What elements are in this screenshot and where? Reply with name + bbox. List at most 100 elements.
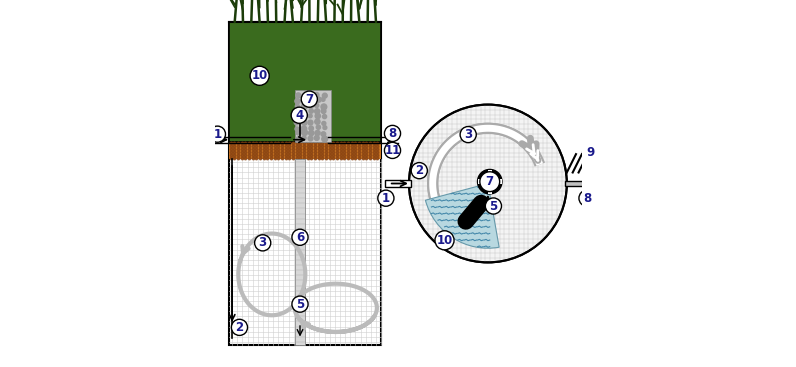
- Text: 8: 8: [583, 192, 591, 205]
- Text: 2: 2: [416, 164, 423, 177]
- Text: 1: 1: [382, 192, 390, 205]
- Circle shape: [209, 126, 225, 142]
- Circle shape: [302, 136, 306, 140]
- Text: 2: 2: [236, 321, 244, 334]
- Circle shape: [316, 125, 321, 129]
- Circle shape: [309, 126, 314, 131]
- Text: 1: 1: [213, 128, 221, 141]
- Bar: [482, 175, 487, 179]
- Circle shape: [309, 130, 314, 136]
- Circle shape: [322, 98, 325, 101]
- Text: 10: 10: [252, 69, 267, 82]
- Circle shape: [478, 170, 502, 194]
- Circle shape: [321, 104, 327, 110]
- Circle shape: [292, 296, 308, 312]
- Circle shape: [295, 120, 298, 125]
- Text: 8: 8: [388, 127, 396, 140]
- Bar: [295, 90, 331, 142]
- Bar: [229, 22, 381, 142]
- Circle shape: [486, 198, 501, 214]
- Text: 5: 5: [296, 298, 304, 310]
- Bar: [295, 159, 306, 345]
- Circle shape: [583, 144, 599, 160]
- Circle shape: [295, 137, 301, 142]
- Circle shape: [294, 109, 299, 114]
- Circle shape: [378, 190, 394, 206]
- Circle shape: [302, 109, 306, 114]
- Bar: [487, 179, 492, 184]
- Wedge shape: [425, 184, 499, 248]
- Circle shape: [308, 99, 312, 103]
- Circle shape: [322, 93, 327, 98]
- Circle shape: [295, 127, 299, 131]
- Bar: [493, 184, 497, 189]
- Circle shape: [302, 103, 307, 109]
- Circle shape: [409, 105, 567, 262]
- Circle shape: [314, 109, 320, 114]
- Circle shape: [323, 126, 327, 130]
- Circle shape: [314, 135, 319, 141]
- Text: 9: 9: [587, 146, 595, 159]
- Circle shape: [308, 103, 314, 108]
- Text: 6: 6: [296, 231, 304, 244]
- Bar: [498, 179, 501, 184]
- Circle shape: [384, 126, 400, 142]
- Circle shape: [301, 126, 306, 132]
- Circle shape: [296, 130, 301, 135]
- Circle shape: [302, 130, 307, 135]
- Circle shape: [302, 94, 306, 98]
- Text: 5: 5: [490, 200, 498, 212]
- Circle shape: [308, 94, 312, 98]
- Circle shape: [255, 235, 271, 251]
- Circle shape: [295, 99, 300, 104]
- Text: 3: 3: [464, 128, 472, 141]
- Text: 10: 10: [436, 234, 453, 247]
- Circle shape: [292, 229, 308, 246]
- Circle shape: [314, 103, 319, 108]
- Text: 7: 7: [486, 175, 494, 188]
- Circle shape: [301, 91, 318, 107]
- Circle shape: [302, 115, 306, 119]
- Circle shape: [316, 97, 321, 102]
- Circle shape: [435, 231, 454, 250]
- Circle shape: [579, 190, 595, 206]
- Bar: [478, 179, 482, 184]
- Circle shape: [295, 114, 299, 119]
- Circle shape: [322, 121, 326, 126]
- Circle shape: [412, 163, 427, 179]
- Circle shape: [302, 99, 306, 103]
- Circle shape: [250, 66, 269, 86]
- Circle shape: [314, 119, 320, 124]
- Circle shape: [295, 104, 299, 109]
- Circle shape: [302, 120, 307, 125]
- Text: 3: 3: [259, 236, 267, 249]
- Circle shape: [308, 136, 313, 141]
- Circle shape: [480, 172, 500, 192]
- Circle shape: [321, 109, 326, 113]
- Text: 4: 4: [295, 109, 303, 122]
- Circle shape: [308, 120, 313, 125]
- Circle shape: [321, 132, 326, 137]
- Circle shape: [315, 130, 320, 135]
- Circle shape: [322, 136, 327, 142]
- Bar: [385, 180, 411, 187]
- Bar: [487, 189, 492, 194]
- Text: 11: 11: [384, 144, 400, 157]
- Bar: [487, 170, 492, 174]
- Circle shape: [232, 319, 248, 335]
- Text: 7: 7: [305, 92, 314, 106]
- Circle shape: [460, 127, 476, 143]
- Circle shape: [309, 109, 314, 113]
- Circle shape: [296, 93, 301, 98]
- Bar: [229, 142, 381, 159]
- Bar: [493, 175, 497, 179]
- Circle shape: [384, 142, 400, 159]
- Circle shape: [308, 114, 312, 118]
- Circle shape: [314, 92, 319, 97]
- Bar: [229, 22, 381, 345]
- Bar: [482, 184, 487, 189]
- Bar: [565, 181, 592, 186]
- Circle shape: [322, 115, 326, 119]
- Circle shape: [291, 107, 307, 123]
- Circle shape: [315, 113, 321, 119]
